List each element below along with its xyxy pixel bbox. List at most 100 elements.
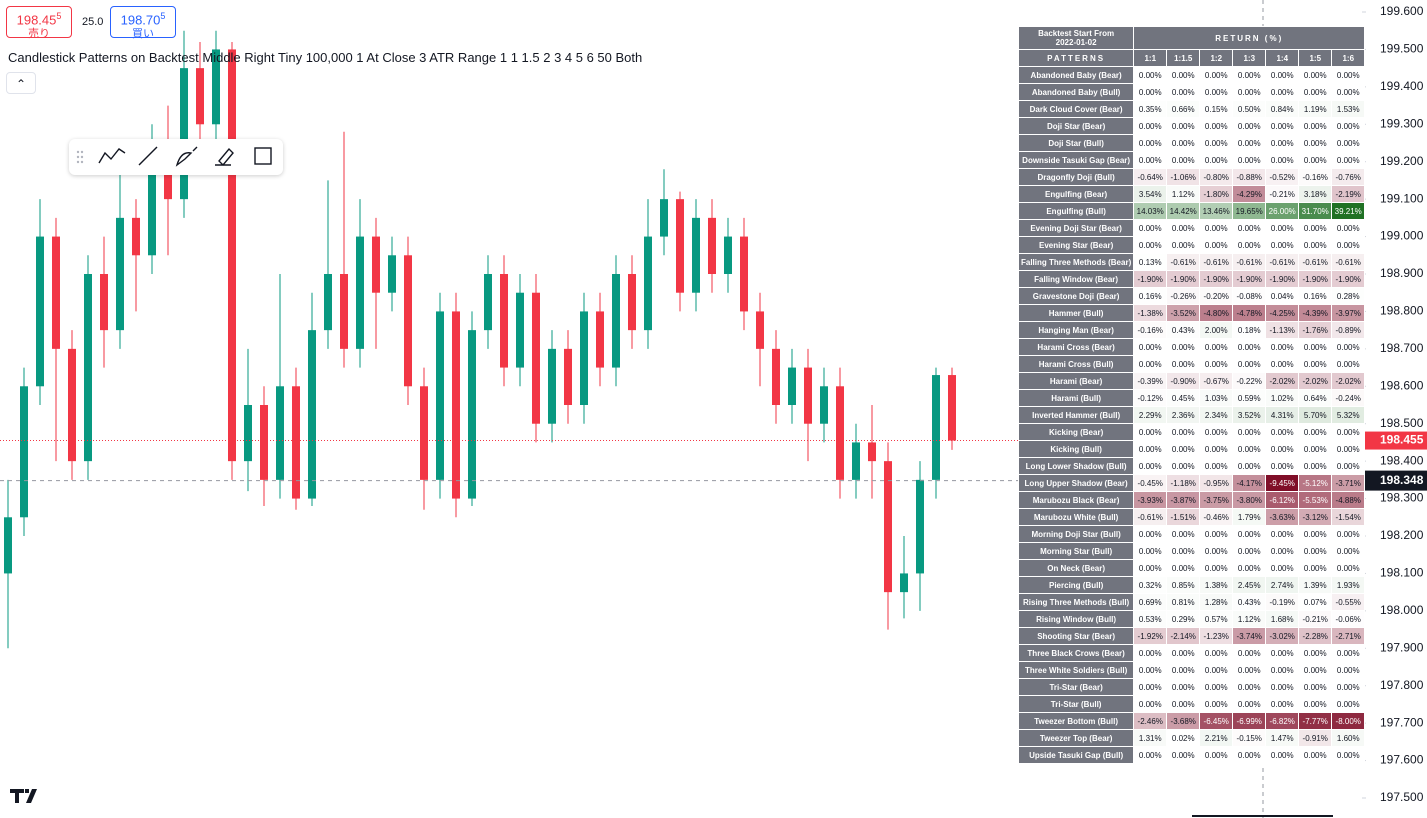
y-tick-label: 199.200	[1380, 154, 1424, 168]
return-cell: -1.06%	[1166, 168, 1201, 186]
pattern-name: Dark Cloud Cover (Bear)	[1017, 100, 1135, 118]
rect-tool[interactable]	[254, 147, 272, 165]
return-cell: 0.00%	[1166, 440, 1201, 458]
return-cell: 14.03%	[1133, 202, 1168, 220]
pattern-name: Tri-Star (Bear)	[1017, 678, 1135, 696]
return-cell: -1.90%	[1265, 270, 1300, 288]
return-cell: 0.00%	[1199, 559, 1234, 577]
candle-body	[692, 217, 700, 293]
sell-label: 売り	[28, 28, 50, 41]
candle-body	[484, 274, 492, 331]
pattern-name: Hammer (Bull)	[1017, 304, 1135, 322]
return-cell: 0.00%	[1298, 525, 1333, 543]
return-cell: 0.00%	[1166, 678, 1201, 696]
return-cell: -3.02%	[1265, 627, 1300, 645]
return-cell: -0.19%	[1265, 593, 1300, 611]
candle-body	[324, 274, 332, 331]
start-cell: Backtest Start From 2022-01-02	[1017, 26, 1135, 50]
return-cell: 0.00%	[1331, 355, 1366, 373]
return-cell: -0.06%	[1331, 610, 1366, 628]
column-row: PATTERNS 1:1 1:1.5 1:2 1:3 1:4 1:5 1:6	[1017, 49, 1366, 67]
sell-price-sup: 5	[56, 11, 62, 21]
return-cell: -0.16%	[1298, 168, 1333, 186]
pattern-name: Harami (Bear)	[1017, 372, 1135, 390]
return-cell: 1.79%	[1232, 508, 1267, 526]
return-cell: 0.00%	[1166, 117, 1201, 135]
return-cell: 0.57%	[1199, 610, 1234, 628]
indicator-title: Candlestick Patterns on Backtest Middle …	[8, 50, 643, 65]
return-cell: -0.61%	[1265, 253, 1300, 271]
return-cell: 0.00%	[1199, 661, 1234, 679]
y-tick-label: 198.300	[1380, 491, 1424, 505]
buy-price-sup: 5	[160, 11, 166, 21]
pattern-row: Tweezer Top (Bear) 1.31% 0.02% 2.21% -0.15% 1…	[1017, 729, 1366, 747]
y-tick-label: 198.500	[1380, 416, 1424, 430]
return-cell: 0.66%	[1166, 100, 1201, 118]
patterns-header: PATTERNS	[1017, 49, 1135, 67]
return-cell: 0.00%	[1199, 338, 1234, 356]
pattern-name: Tri-Star (Bull)	[1017, 695, 1135, 713]
candle-body	[340, 274, 348, 349]
candle-body	[196, 68, 204, 125]
return-cell: -5.12%	[1298, 474, 1333, 492]
return-cell: 0.00%	[1265, 559, 1300, 577]
eraser-tool[interactable]	[215, 147, 234, 167]
return-cell: -3.75%	[1199, 491, 1234, 509]
column-header: 1:3	[1232, 49, 1267, 67]
return-cell: 0.00%	[1265, 83, 1300, 101]
header-row: Backtest Start From 2022-01-02 RETURN (%)	[1017, 26, 1366, 50]
return-cell: -1.23%	[1199, 627, 1234, 645]
return-cell: 0.69%	[1133, 593, 1168, 611]
candle-body	[308, 330, 316, 499]
pattern-name: Doji Star (Bear)	[1017, 117, 1135, 135]
brush-tool[interactable]	[175, 146, 198, 167]
return-cell: -0.61%	[1199, 253, 1234, 271]
candle-body	[148, 161, 156, 256]
return-cell: 1.12%	[1166, 185, 1201, 203]
return-cell: 1.68%	[1265, 610, 1300, 628]
pattern-row: Harami (Bear) -0.39% -0.90% -0.67% -0.22% -2.…	[1017, 372, 1366, 390]
pattern-row: Kicking (Bear) 0.00% 0.00% 0.00% 0.00% 0.00% 0…	[1017, 423, 1366, 441]
candle-body	[404, 255, 412, 387]
return-cell: 0.00%	[1232, 151, 1267, 169]
pattern-name: Harami Cross (Bear)	[1017, 338, 1135, 356]
return-cell: -1.80%	[1199, 185, 1234, 203]
y-tick-label: 197.500	[1380, 790, 1424, 804]
return-cell: 0.00%	[1265, 66, 1300, 84]
return-cell: 13.46%	[1199, 202, 1234, 220]
logo	[10, 789, 37, 803]
return-cell: -0.61%	[1232, 253, 1267, 271]
candle-body	[532, 292, 540, 424]
return-cell: 0.00%	[1133, 440, 1168, 458]
return-cell: 0.00%	[1133, 746, 1168, 764]
candle-body	[788, 367, 796, 405]
return-cell: 2.29%	[1133, 406, 1168, 424]
line-tool[interactable]	[138, 146, 158, 166]
return-cell: 1.60%	[1331, 729, 1366, 747]
candle-body	[164, 161, 172, 200]
pattern-row: Harami Cross (Bull) 0.00% 0.00% 0.00% 0.00% 0…	[1017, 355, 1366, 373]
return-cell: 2.34%	[1199, 406, 1234, 424]
return-cell: -1.18%	[1166, 474, 1201, 492]
drag-handle	[76, 150, 84, 164]
buy-button[interactable]: 198.705 買い	[110, 6, 176, 40]
return-cell: 0.59%	[1232, 389, 1267, 407]
trend-tool[interactable]	[98, 148, 126, 164]
return-cell: -0.61%	[1298, 253, 1333, 271]
return-cell: 0.00%	[1265, 134, 1300, 152]
sell-button[interactable]: 198.455 売り	[6, 6, 72, 40]
return-cell: 0.00%	[1133, 661, 1168, 679]
pattern-row: Engulfing (Bear) 3.54% 1.12% -1.80% -4.29% -0…	[1017, 185, 1366, 203]
return-cell: 0.00%	[1331, 219, 1366, 237]
return-cell: 0.00%	[1166, 83, 1201, 101]
return-cell: -0.39%	[1133, 372, 1168, 390]
pattern-row: Dark Cloud Cover (Bear) 0.35% 0.66% 0.15% 0.…	[1017, 100, 1366, 118]
collapse-button[interactable]: ⌃	[6, 72, 36, 94]
return-cell: -1.90%	[1331, 270, 1366, 288]
return-cell: 0.45%	[1166, 389, 1201, 407]
return-cell: 0.00%	[1265, 151, 1300, 169]
return-cell: 0.00%	[1166, 542, 1201, 560]
pattern-name: Marubozu White (Bull)	[1017, 508, 1135, 526]
pattern-name: On Neck (Bear)	[1017, 559, 1135, 577]
return-cell: 0.00%	[1133, 542, 1168, 560]
